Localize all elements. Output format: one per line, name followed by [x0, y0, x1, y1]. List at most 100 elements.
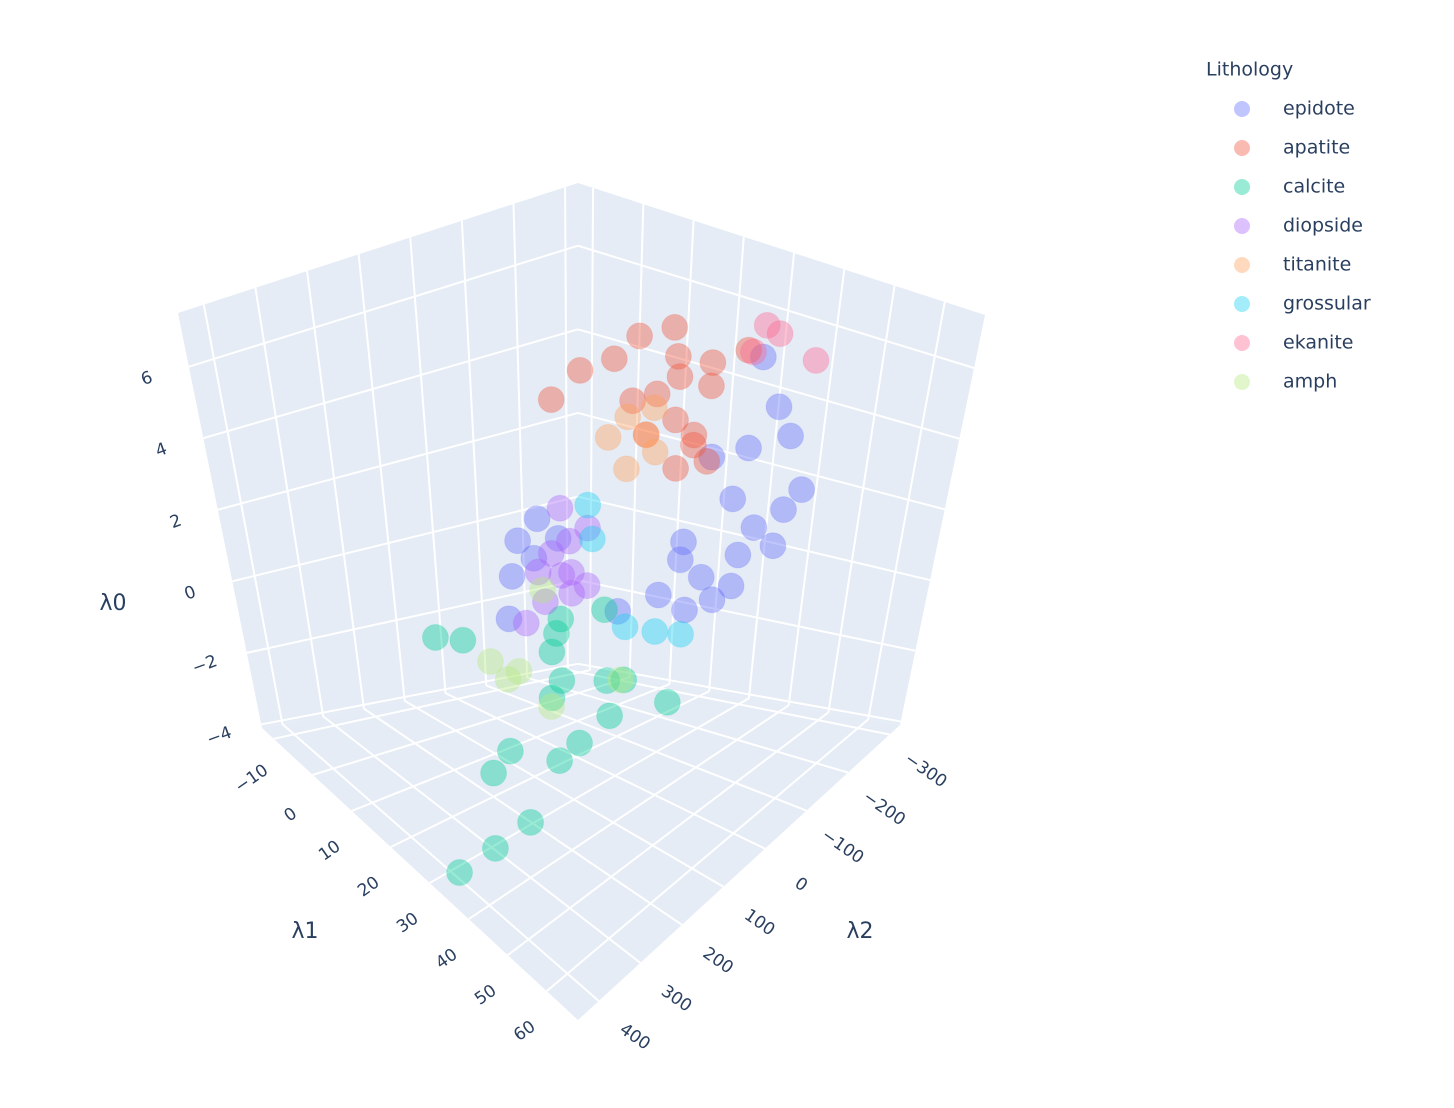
- legend-item[interactable]: epidote: [1234, 98, 1355, 120]
- legend-item[interactable]: apatite: [1234, 137, 1350, 159]
- point: [529, 576, 557, 604]
- legend-item[interactable]: titanite: [1234, 254, 1351, 276]
- point: [546, 494, 574, 522]
- point: [594, 423, 622, 451]
- legend-item[interactable]: diopside: [1234, 215, 1363, 237]
- grid-line: [787, 269, 846, 706]
- grid-line: [827, 285, 896, 713]
- point: [769, 496, 797, 524]
- legend-item[interactable]: calcite: [1234, 176, 1345, 198]
- grid-line: [357, 254, 406, 702]
- legend-title: Lithology: [1206, 59, 1293, 81]
- point: [788, 476, 816, 504]
- x-tick-label: 0: [281, 804, 301, 827]
- grid-line: [867, 301, 946, 720]
- legend-label: diopside: [1283, 215, 1363, 237]
- legend-label: amph: [1283, 371, 1337, 393]
- point: [664, 342, 692, 370]
- point: [626, 322, 654, 350]
- point: [449, 626, 477, 654]
- grid-line: [246, 579, 579, 654]
- legend-marker: [1234, 335, 1250, 351]
- scene: [178, 183, 985, 1020]
- point: [765, 393, 793, 421]
- point: [523, 505, 551, 533]
- z-tick-label: 6: [138, 367, 155, 389]
- point: [632, 421, 660, 449]
- grid-line: [668, 220, 695, 685]
- x-tick-label: 10: [315, 837, 344, 866]
- point: [538, 684, 566, 712]
- grid-line: [445, 692, 766, 850]
- point: [679, 431, 707, 459]
- wall-left: [178, 183, 578, 728]
- point: [666, 363, 694, 391]
- grid-line: [577, 244, 975, 369]
- point: [495, 605, 523, 633]
- y-tick-label: −300: [901, 749, 951, 792]
- grid-line: [628, 204, 645, 678]
- y-axis-title: λ2: [846, 919, 873, 944]
- point: [667, 620, 695, 648]
- point: [517, 808, 545, 836]
- legend-marker: [1234, 218, 1250, 234]
- legend-label: epidote: [1283, 98, 1355, 120]
- grid-line: [577, 495, 931, 582]
- point: [666, 546, 694, 574]
- grid-line: [512, 203, 529, 678]
- x-tick-label: 50: [471, 981, 500, 1010]
- point: [610, 666, 638, 694]
- grid-line: [351, 683, 670, 812]
- z-tick-label: −4: [204, 723, 234, 750]
- point: [537, 539, 565, 567]
- legend-marker: [1234, 140, 1250, 156]
- point: [735, 336, 763, 364]
- point: [717, 572, 745, 600]
- point: [662, 406, 690, 434]
- point: [531, 588, 559, 616]
- legend-item[interactable]: amph: [1234, 371, 1337, 393]
- point: [619, 387, 647, 415]
- point: [680, 421, 708, 449]
- point: [600, 345, 628, 373]
- point: [749, 343, 777, 371]
- point: [611, 613, 639, 641]
- grid-line: [588, 187, 595, 671]
- x-axis-title: λ1: [291, 919, 318, 944]
- grid-line: [485, 684, 807, 812]
- z-tick-label: 0: [182, 582, 199, 604]
- grid-line: [577, 662, 901, 723]
- y-tick-label: 400: [616, 1019, 654, 1054]
- point: [735, 434, 763, 462]
- y-tick-label: 100: [740, 905, 778, 940]
- legend-item[interactable]: ekanite: [1234, 332, 1353, 354]
- point: [538, 693, 566, 721]
- grid-line: [363, 707, 683, 926]
- point: [697, 372, 725, 400]
- legend-marker: [1234, 257, 1250, 273]
- y-tick-label: 0: [791, 873, 811, 896]
- point: [687, 563, 715, 591]
- grid-line: [261, 662, 579, 726]
- grid-line: [202, 304, 284, 725]
- point: [546, 747, 574, 775]
- point: [596, 702, 624, 730]
- point: [446, 859, 474, 887]
- point: [573, 572, 601, 600]
- point: [505, 657, 533, 685]
- grid-line: [217, 411, 579, 511]
- point: [548, 561, 576, 589]
- grid-line: [404, 700, 724, 888]
- legend-item[interactable]: grossular: [1234, 293, 1371, 315]
- point: [547, 605, 575, 633]
- point: [612, 455, 640, 483]
- point: [614, 403, 642, 431]
- point: [574, 514, 602, 542]
- grid-line: [708, 236, 745, 692]
- point: [557, 558, 585, 586]
- point: [421, 623, 449, 651]
- point: [593, 667, 621, 695]
- point: [481, 834, 509, 862]
